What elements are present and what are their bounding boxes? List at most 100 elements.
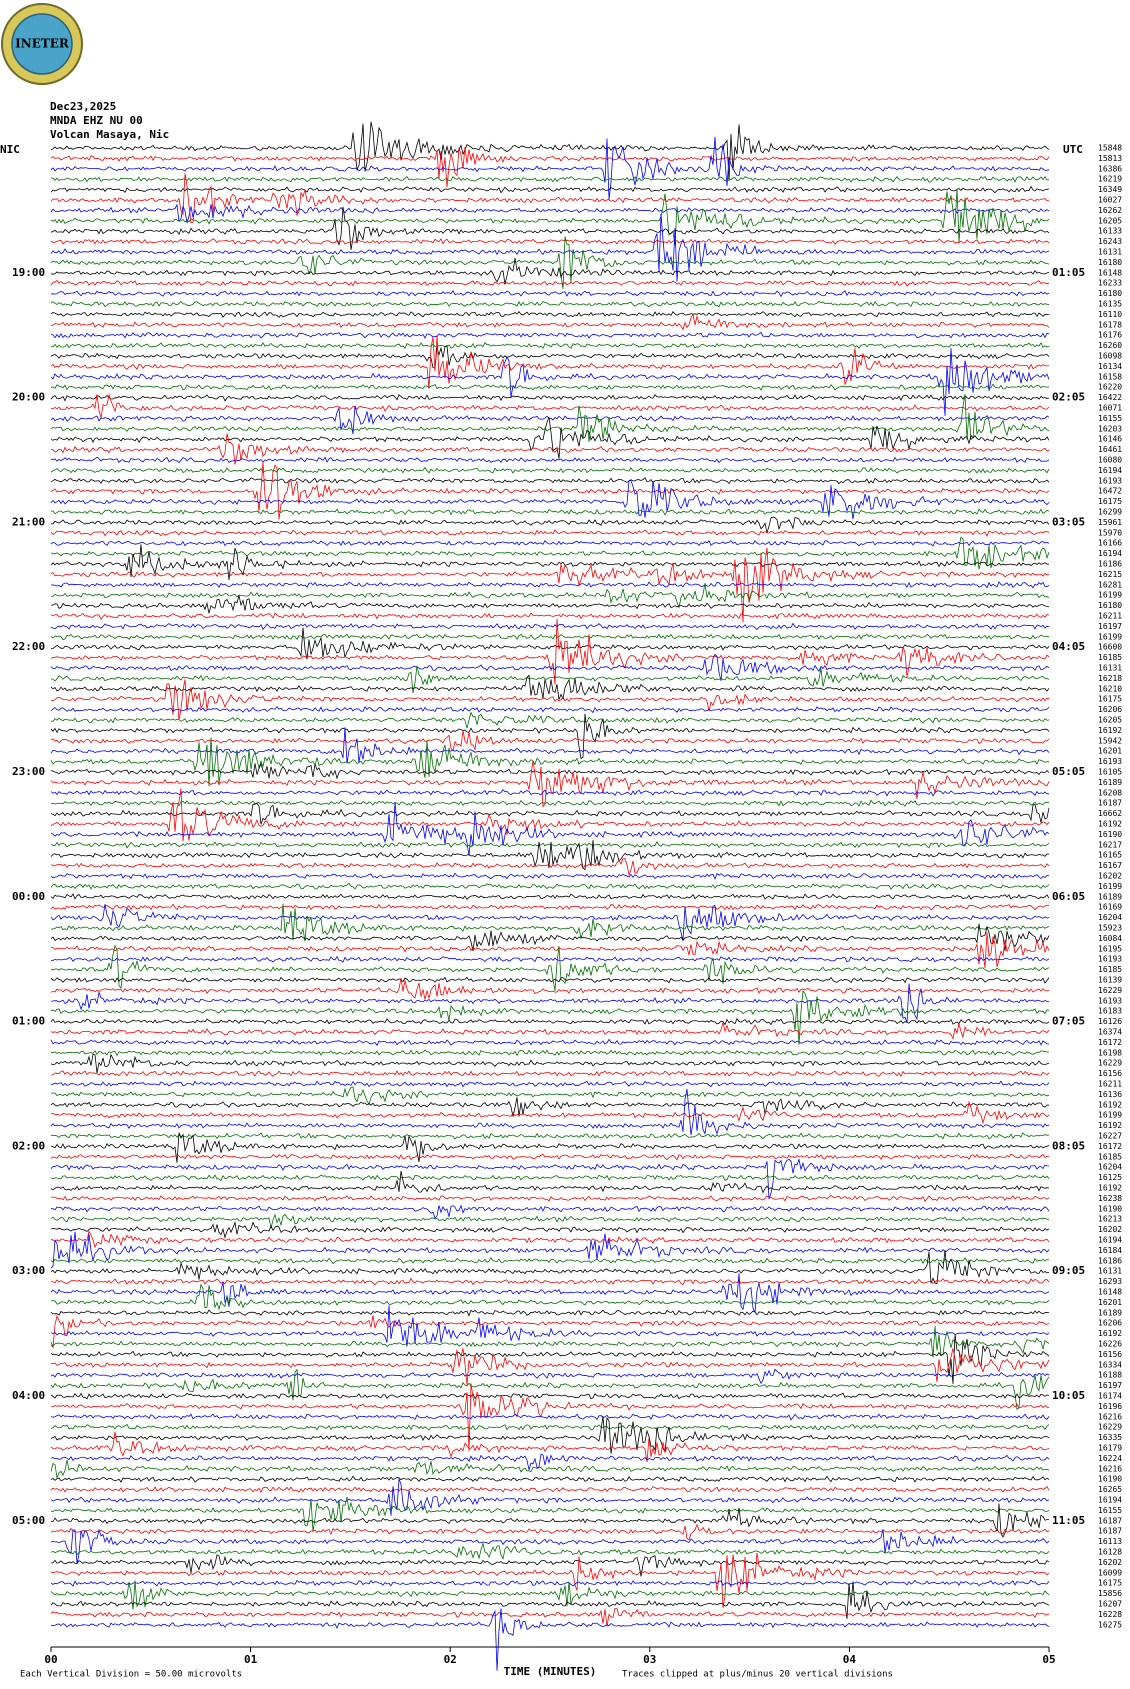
- trace: [50, 175, 1050, 183]
- trace: [50, 213, 1050, 282]
- trace: [50, 1097, 1050, 1117]
- left-hour-label: 04:00: [12, 1389, 45, 1402]
- trace: [50, 1132, 1050, 1163]
- trace-value: 16216: [1098, 1412, 1122, 1421]
- trace: [50, 653, 1050, 681]
- trace: [50, 1453, 1050, 1471]
- trace-value: 16461: [1098, 445, 1122, 454]
- trace: [50, 290, 1050, 298]
- trace-value: 16334: [1098, 1360, 1122, 1369]
- trace-value: 16204: [1098, 913, 1122, 922]
- trace-value: 16098: [1098, 352, 1122, 361]
- trace-value: 16192: [1098, 726, 1122, 735]
- trace: [50, 1541, 1050, 1561]
- trace: [50, 206, 1050, 250]
- trace-value: 16201: [1098, 1298, 1122, 1307]
- trace: [50, 674, 1050, 701]
- trace: [50, 904, 1050, 941]
- trace: [50, 803, 1050, 825]
- trace-value: 16275: [1098, 1620, 1122, 1629]
- trace: [50, 1579, 1050, 1587]
- trace: [51, 1204, 1050, 1219]
- trace: [51, 1086, 1050, 1106]
- trace-value: 16189: [1098, 892, 1122, 901]
- trace: [50, 1552, 1050, 1609]
- trace-value: 16224: [1098, 1454, 1122, 1463]
- trace-value: 16185: [1098, 965, 1122, 974]
- trace-value: 16184: [1098, 1246, 1122, 1255]
- trace: [50, 1608, 1050, 1671]
- trace-value: 16185: [1098, 1152, 1122, 1161]
- trace-value: 16099: [1098, 1568, 1122, 1577]
- right-hour-label: 09:05: [1052, 1264, 1085, 1277]
- trace: [50, 188, 1050, 246]
- trace: [50, 581, 1050, 589]
- trace-value: 16192: [1098, 1121, 1122, 1130]
- right-hour-label: 04:05: [1052, 640, 1085, 653]
- footer-scale: Each Vertical Division = 50.00 microvolt…: [20, 1670, 242, 1680]
- trace: [50, 1416, 1050, 1454]
- trace-value: 16202: [1098, 872, 1122, 881]
- trace-value: 16194: [1098, 549, 1122, 558]
- trace-value: 16281: [1098, 580, 1122, 589]
- right-hour-label: 05:05: [1052, 765, 1085, 778]
- trace-value: 16199: [1098, 882, 1122, 891]
- trace-value: 16262: [1098, 206, 1122, 215]
- trace: [50, 508, 1050, 516]
- trace-value: 16174: [1098, 1392, 1122, 1401]
- trace: [50, 279, 1050, 287]
- trace: [50, 955, 1050, 963]
- trace-value: 16189: [1098, 1308, 1122, 1317]
- trace: [50, 737, 1049, 787]
- trace: [50, 1523, 1050, 1541]
- trace: [50, 1460, 1050, 1479]
- trace-value: 16208: [1098, 788, 1122, 797]
- trace-value: 16192: [1098, 1184, 1122, 1193]
- trace: [50, 858, 1050, 877]
- trace-value: 16155: [1098, 1506, 1122, 1515]
- trace-value: 16178: [1098, 320, 1122, 329]
- trace: [50, 416, 1050, 459]
- trace-value: 16662: [1098, 809, 1122, 818]
- trace-value: 16166: [1098, 539, 1122, 548]
- trace: [50, 932, 1050, 969]
- header-location: Volcan Masaya, Nic: [50, 128, 169, 141]
- trace-value: 16227: [1098, 1132, 1122, 1141]
- trace-value: 16211: [1098, 612, 1122, 621]
- trace: [50, 529, 1050, 537]
- trace: [50, 1250, 1050, 1285]
- x-tick-label: 02: [444, 1653, 457, 1666]
- trace-value: 16186: [1098, 560, 1122, 569]
- trace-value: 16105: [1098, 768, 1122, 777]
- trace: [50, 762, 1050, 780]
- trace-value: 16131: [1098, 248, 1122, 257]
- trace: [50, 618, 1050, 685]
- logo-text: INETER: [15, 37, 70, 51]
- right-hour-label: 06:05: [1052, 890, 1085, 903]
- logo: INETER: [1, 3, 83, 85]
- trace: [50, 1423, 1050, 1431]
- trace-value: 16194: [1098, 466, 1122, 475]
- trace: [50, 1070, 1050, 1078]
- trace-value: 16472: [1098, 487, 1122, 496]
- trace-value: 16207: [1098, 1600, 1122, 1609]
- trace-value: 15813: [1098, 154, 1122, 163]
- trace-value: 16175: [1098, 497, 1122, 506]
- trace: [50, 705, 1050, 714]
- trace-value: 16186: [1098, 1256, 1122, 1265]
- trace-value: 16176: [1098, 331, 1122, 340]
- trace: [50, 1257, 1050, 1265]
- trace: [50, 345, 1050, 369]
- trace-value: 16167: [1098, 861, 1122, 870]
- trace: [50, 840, 1050, 871]
- trace: [50, 1213, 1050, 1229]
- left-hour-label: 03:00: [12, 1264, 45, 1277]
- trace-value: 16169: [1098, 903, 1122, 912]
- trace: [50, 583, 1050, 609]
- left-hour-label: 00:00: [12, 890, 45, 903]
- trace: [50, 313, 1050, 331]
- trace: [50, 536, 1050, 570]
- trace-value: 16156: [1098, 1069, 1122, 1078]
- trace-value: 16185: [1098, 653, 1122, 662]
